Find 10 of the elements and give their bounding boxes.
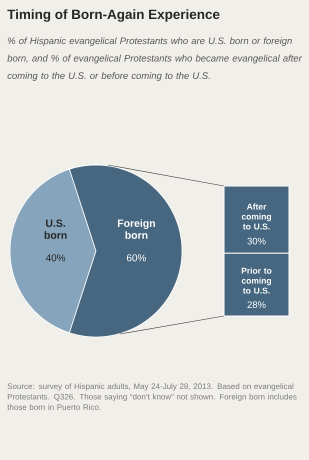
slice-label: U.S. born [44,220,67,239]
data-label: 60% [126,254,146,262]
category-label: Prior to coming to U.S. [242,267,272,294]
chart-subtitle: % of Hispanic evangelical Protestants who are U.S. born or foreign born, and % of evangelical Protestants who became evangelical after coming to the U.S. or before coming to the U.S. [7,37,302,81]
category-label: After coming to U.S. [242,203,271,230]
chart-title: Timing of Born-Again Experience [7,9,220,22]
data-label: 30% [247,238,266,244]
data-label: 28% [248,301,266,308]
data-label: 40% [46,254,66,262]
slice-label: Foreign born [118,219,155,239]
